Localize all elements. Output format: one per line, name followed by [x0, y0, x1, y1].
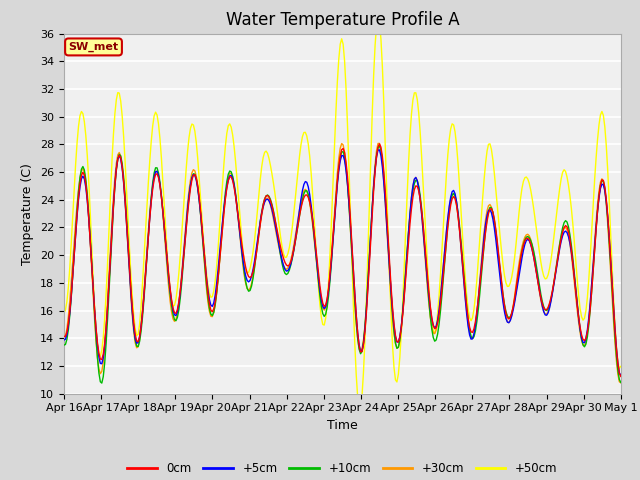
0cm [617, 373, 625, 379]
+10cm [460, 271, 468, 277]
+5cm [458, 260, 466, 266]
+30cm [346, 226, 354, 231]
+30cm [376, 141, 383, 146]
+5cm [614, 360, 621, 366]
0cm [79, 169, 87, 175]
+10cm [348, 249, 356, 255]
+10cm [617, 380, 625, 385]
0cm [346, 216, 354, 222]
0cm [541, 307, 549, 312]
+50cm [97, 353, 104, 359]
+10cm [543, 308, 550, 313]
+10cm [97, 379, 104, 384]
+50cm [374, 15, 382, 21]
Legend: 0cm, +5cm, +10cm, +30cm, +50cm: 0cm, +5cm, +10cm, +30cm, +50cm [123, 457, 562, 480]
+5cm [97, 360, 104, 366]
+50cm [79, 111, 87, 117]
+50cm [60, 311, 68, 316]
+30cm [617, 380, 625, 385]
+10cm [60, 342, 68, 348]
+5cm [617, 372, 625, 378]
0cm [458, 257, 466, 263]
+30cm [79, 166, 87, 172]
+50cm [355, 406, 363, 411]
Line: +30cm: +30cm [64, 144, 621, 383]
+10cm [79, 164, 87, 169]
+30cm [458, 260, 466, 266]
+10cm [376, 143, 383, 149]
+5cm [60, 337, 68, 343]
+50cm [346, 210, 354, 216]
+5cm [376, 147, 383, 153]
+50cm [617, 363, 625, 369]
Y-axis label: Temperature (C): Temperature (C) [22, 163, 35, 264]
0cm [614, 361, 621, 367]
+50cm [543, 276, 550, 281]
+50cm [616, 365, 623, 371]
+30cm [614, 372, 621, 377]
+10cm [616, 377, 623, 383]
X-axis label: Time: Time [327, 419, 358, 432]
Line: +5cm: +5cm [64, 150, 621, 375]
Line: +10cm: +10cm [64, 146, 621, 383]
0cm [60, 334, 68, 339]
Title: Water Temperature Profile A: Water Temperature Profile A [225, 11, 460, 29]
+30cm [97, 371, 104, 377]
+30cm [541, 311, 549, 317]
+5cm [79, 173, 87, 179]
+50cm [460, 254, 468, 260]
+5cm [346, 221, 354, 227]
+30cm [60, 336, 68, 342]
0cm [97, 356, 104, 362]
Line: 0cm: 0cm [64, 144, 621, 376]
+5cm [541, 312, 549, 318]
Line: +50cm: +50cm [64, 18, 621, 408]
0cm [376, 141, 383, 147]
Text: SW_met: SW_met [68, 42, 118, 52]
+10cm [98, 380, 106, 386]
